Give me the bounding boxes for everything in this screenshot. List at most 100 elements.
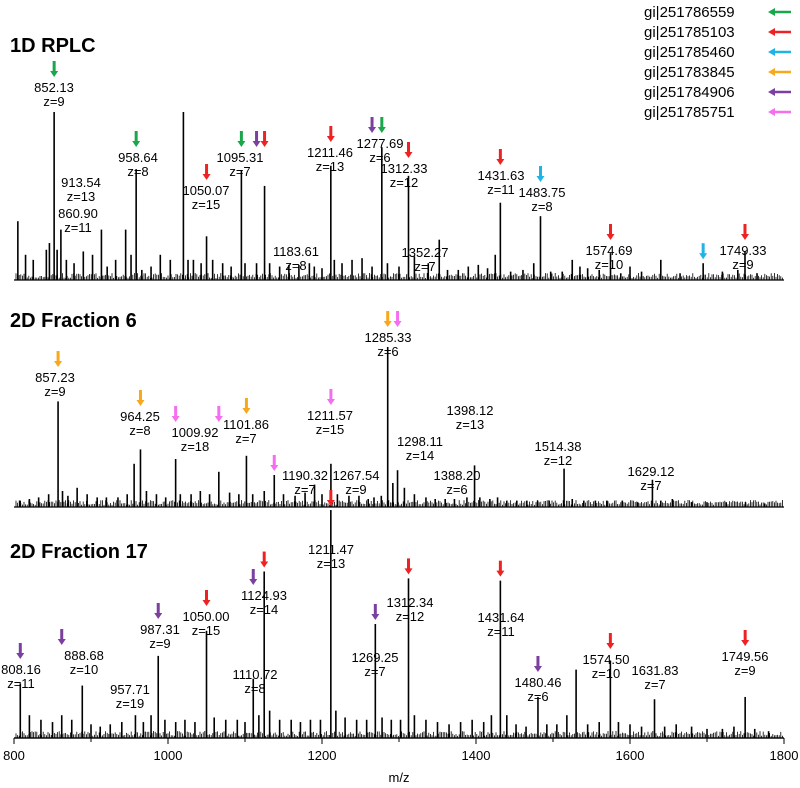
peak-arrow-head [377, 127, 386, 133]
peak-charge-label: z=9 [732, 257, 753, 272]
peak-mz-label: 1352.27 [402, 245, 449, 260]
peak-charge-label: z=9 [345, 482, 366, 497]
x-axis: 800 1000 1200 1400 1600 1800 m/z [3, 737, 799, 785]
peak-charge-label: z=10 [70, 662, 99, 677]
peak-arrow-head [136, 400, 145, 406]
peak-mz-label: 1211.47 [308, 542, 354, 557]
peak-arrow-head [404, 152, 413, 158]
peak-mz-label: 1629.12 [628, 464, 675, 479]
peak-mz-label: 1312.33 [381, 161, 428, 176]
peak-charge-label: z=8 [285, 258, 306, 273]
peak-mz-label: 1312.34 [387, 595, 434, 610]
peak-arrow-head [371, 614, 380, 620]
peak-charge-label: z=13 [316, 159, 345, 174]
peak-mz-label: 1050.07 [183, 183, 230, 198]
peak-charge-label: z=12 [544, 453, 573, 468]
peak-mz-label: 1124.93 [241, 588, 287, 603]
peak-mz-label: 1110.72 [232, 667, 277, 682]
peak-mz-label: 1431.64 [478, 610, 525, 625]
panel-title: 2D Fraction 6 [10, 310, 137, 332]
x-tick-label: 1800 [770, 748, 799, 763]
peak-arrow-head [50, 71, 59, 77]
peak-charge-label: z=15 [316, 422, 345, 437]
peak-arrow-head [202, 600, 211, 606]
peak-charge-label: z=9 [43, 94, 64, 109]
peak-charge-label: z=14 [250, 602, 279, 617]
peak-mz-label: 1190.32 [282, 468, 328, 483]
peak-charge-label: z=13 [67, 189, 96, 204]
peak-charge-label: z=15 [192, 623, 221, 638]
peak-charge-label: z=14 [406, 448, 435, 463]
peak-charge-label: z=9 [44, 384, 65, 399]
legend-swatch-arrowhead [768, 48, 775, 56]
legend-swatch-arrowhead [768, 68, 775, 76]
peak-mz-label: 860.90 [58, 206, 98, 221]
peak-arrow-head [252, 141, 261, 147]
peak-mz-label: 964.25 [120, 409, 160, 424]
peak-mz-label: 1483.75 [519, 185, 566, 200]
peak-arrow-head [171, 416, 180, 422]
legend-swatch-arrowhead [768, 28, 775, 36]
panel-title: 2D Fraction 17 [10, 541, 148, 563]
peak-arrow-head [132, 141, 141, 147]
peak-mz-label: 1480.46 [515, 675, 562, 690]
legend-label: gi|251784906 [644, 84, 735, 101]
peak-mz-label: 1631.83 [632, 663, 679, 678]
peak-arrow-head [533, 666, 542, 672]
peak-charge-label: z=7 [235, 431, 256, 446]
peak-arrow-head [154, 613, 163, 619]
peak-arrow-head [57, 639, 66, 645]
peak-arrow-head [383, 321, 392, 327]
peak-charge-label: z=6 [446, 482, 467, 497]
panel-title: 1D RPLC [10, 35, 96, 57]
peak-charge-label: z=7 [414, 259, 435, 274]
peak-arrow-head [16, 653, 25, 659]
peak-mz-label: 1514.38 [535, 439, 582, 454]
peak-charge-label: z=8 [127, 164, 148, 179]
legend-swatch-arrowhead [768, 8, 775, 16]
peak-mz-label: 1277.69 [357, 136, 404, 151]
peak-arrow-head [393, 321, 402, 327]
peak-arrow-head [237, 141, 246, 147]
peak-arrow-head [260, 141, 269, 147]
peak-mz-label: 1050.00 [183, 609, 230, 624]
peak-charge-label: z=8 [531, 199, 552, 214]
peak-charge-label: z=10 [592, 666, 621, 681]
spectrum-panels: 1D RPLC852.13z=9860.90z=11913.54z=13958.… [1, 35, 784, 739]
peak-charge-label: z=11 [64, 220, 92, 235]
peak-mz-label: 1095.31 [217, 150, 264, 165]
peak-charge-label: z=8 [129, 423, 150, 438]
peak-mz-label: 1009.92 [172, 425, 219, 440]
peak-mz-label: 1749.33 [720, 243, 767, 258]
legend-label: gi|251786559 [644, 4, 735, 21]
peak-arrow-head [54, 361, 63, 367]
peak-charge-label: z=9 [734, 663, 755, 678]
peak-charge-label: z=6 [377, 344, 398, 359]
peak-charge-label: z=9 [149, 636, 170, 651]
baseline-noise [15, 731, 783, 738]
peak-arrow-head [606, 643, 615, 649]
peak-charge-label: z=6 [527, 689, 548, 704]
legend-label: gi|251785751 [644, 104, 735, 121]
x-tick-label: 1600 [616, 748, 645, 763]
peak-mz-label: 857.23 [35, 370, 75, 385]
peak-arrow-head [368, 127, 377, 133]
peak-arrow-head [242, 408, 251, 414]
peak-arrow-head [326, 399, 335, 405]
peak-charge-label: z=12 [396, 609, 425, 624]
peak-charge-label: z=11 [7, 676, 35, 691]
peak-charge-label: z=19 [116, 696, 145, 711]
peak-mz-label: 1431.63 [478, 168, 525, 183]
peak-mz-label: 987.31 [140, 622, 180, 637]
peak-arrow-head [496, 570, 505, 577]
peak-charge-label: z=15 [192, 197, 221, 212]
legend-swatch-arrowhead [768, 88, 775, 96]
peak-mz-label: 958.64 [118, 150, 158, 165]
x-tick-label: 1200 [308, 748, 337, 763]
peak-arrow-head [326, 500, 335, 506]
peak-charge-label: z=13 [456, 417, 485, 432]
peak-charge-label: z=8 [244, 681, 265, 696]
peak-mz-label: 852.13 [34, 80, 74, 95]
legend-label: gi|251785103 [644, 24, 735, 41]
peak-mz-label: 957.71 [110, 682, 150, 697]
